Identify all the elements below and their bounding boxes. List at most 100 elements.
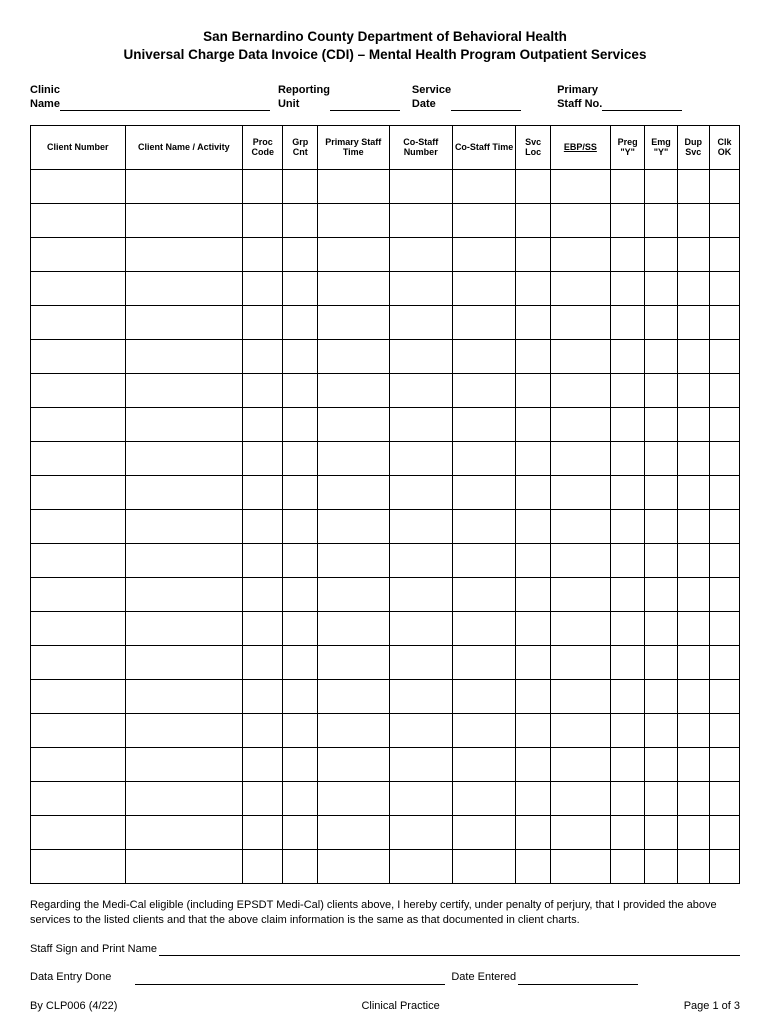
table-cell[interactable] <box>452 305 515 339</box>
table-cell[interactable] <box>645 339 677 373</box>
table-cell[interactable] <box>645 543 677 577</box>
table-cell[interactable] <box>610 815 645 849</box>
table-cell[interactable] <box>318 611 389 645</box>
table-cell[interactable] <box>610 611 645 645</box>
table-cell[interactable] <box>709 203 739 237</box>
table-cell[interactable] <box>125 305 243 339</box>
table-cell[interactable] <box>452 815 515 849</box>
table-cell[interactable] <box>645 203 677 237</box>
table-cell[interactable] <box>645 713 677 747</box>
table-cell[interactable] <box>318 237 389 271</box>
table-cell[interactable] <box>318 679 389 713</box>
table-cell[interactable] <box>318 645 389 679</box>
table-cell[interactable] <box>243 577 283 611</box>
table-cell[interactable] <box>125 271 243 305</box>
table-cell[interactable] <box>610 203 645 237</box>
table-cell[interactable] <box>610 781 645 815</box>
table-cell[interactable] <box>389 271 452 305</box>
table-cell[interactable] <box>31 339 126 373</box>
table-cell[interactable] <box>283 203 318 237</box>
table-cell[interactable] <box>645 237 677 271</box>
table-cell[interactable] <box>452 407 515 441</box>
table-cell[interactable] <box>550 373 610 407</box>
table-cell[interactable] <box>125 509 243 543</box>
table-cell[interactable] <box>31 373 126 407</box>
table-cell[interactable] <box>709 475 739 509</box>
table-cell[interactable] <box>516 509 551 543</box>
table-cell[interactable] <box>125 237 243 271</box>
table-cell[interactable] <box>125 475 243 509</box>
table-cell[interactable] <box>389 815 452 849</box>
table-cell[interactable] <box>452 441 515 475</box>
table-cell[interactable] <box>610 475 645 509</box>
table-cell[interactable] <box>31 543 126 577</box>
table-cell[interactable] <box>709 543 739 577</box>
table-cell[interactable] <box>550 237 610 271</box>
table-cell[interactable] <box>389 237 452 271</box>
table-cell[interactable] <box>452 509 515 543</box>
table-cell[interactable] <box>31 849 126 883</box>
table-cell[interactable] <box>677 407 709 441</box>
table-cell[interactable] <box>243 373 283 407</box>
table-cell[interactable] <box>610 577 645 611</box>
table-cell[interactable] <box>283 543 318 577</box>
table-cell[interactable] <box>550 645 610 679</box>
table-cell[interactable] <box>318 305 389 339</box>
table-cell[interactable] <box>283 509 318 543</box>
table-cell[interactable] <box>318 781 389 815</box>
table-cell[interactable] <box>31 203 126 237</box>
table-cell[interactable] <box>243 611 283 645</box>
table-cell[interactable] <box>243 237 283 271</box>
table-cell[interactable] <box>677 475 709 509</box>
table-cell[interactable] <box>709 305 739 339</box>
table-cell[interactable] <box>389 475 452 509</box>
table-cell[interactable] <box>645 509 677 543</box>
table-cell[interactable] <box>125 577 243 611</box>
table-cell[interactable] <box>709 441 739 475</box>
table-cell[interactable] <box>709 509 739 543</box>
table-cell[interactable] <box>283 407 318 441</box>
table-cell[interactable] <box>389 203 452 237</box>
table-cell[interactable] <box>243 475 283 509</box>
table-cell[interactable] <box>31 713 126 747</box>
table-cell[interactable] <box>389 679 452 713</box>
table-cell[interactable] <box>550 271 610 305</box>
table-cell[interactable] <box>31 441 126 475</box>
table-cell[interactable] <box>610 271 645 305</box>
table-cell[interactable] <box>389 577 452 611</box>
table-cell[interactable] <box>645 679 677 713</box>
table-cell[interactable] <box>283 237 318 271</box>
table-cell[interactable] <box>677 679 709 713</box>
table-cell[interactable] <box>283 713 318 747</box>
table-cell[interactable] <box>31 169 126 203</box>
table-cell[interactable] <box>677 169 709 203</box>
table-cell[interactable] <box>125 543 243 577</box>
table-cell[interactable] <box>452 203 515 237</box>
table-cell[interactable] <box>283 849 318 883</box>
table-cell[interactable] <box>610 237 645 271</box>
table-cell[interactable] <box>452 645 515 679</box>
table-cell[interactable] <box>389 373 452 407</box>
table-cell[interactable] <box>389 543 452 577</box>
table-cell[interactable] <box>125 781 243 815</box>
table-cell[interactable] <box>125 815 243 849</box>
table-cell[interactable] <box>31 645 126 679</box>
table-cell[interactable] <box>645 747 677 781</box>
table-cell[interactable] <box>318 577 389 611</box>
table-cell[interactable] <box>645 577 677 611</box>
table-cell[interactable] <box>645 305 677 339</box>
table-cell[interactable] <box>125 849 243 883</box>
table-cell[interactable] <box>645 407 677 441</box>
table-cell[interactable] <box>243 781 283 815</box>
table-cell[interactable] <box>31 577 126 611</box>
table-cell[interactable] <box>709 271 739 305</box>
table-cell[interactable] <box>318 747 389 781</box>
table-cell[interactable] <box>452 475 515 509</box>
table-cell[interactable] <box>318 713 389 747</box>
table-cell[interactable] <box>31 747 126 781</box>
table-cell[interactable] <box>550 543 610 577</box>
table-cell[interactable] <box>645 781 677 815</box>
table-cell[interactable] <box>645 645 677 679</box>
table-cell[interactable] <box>550 679 610 713</box>
table-cell[interactable] <box>516 373 551 407</box>
